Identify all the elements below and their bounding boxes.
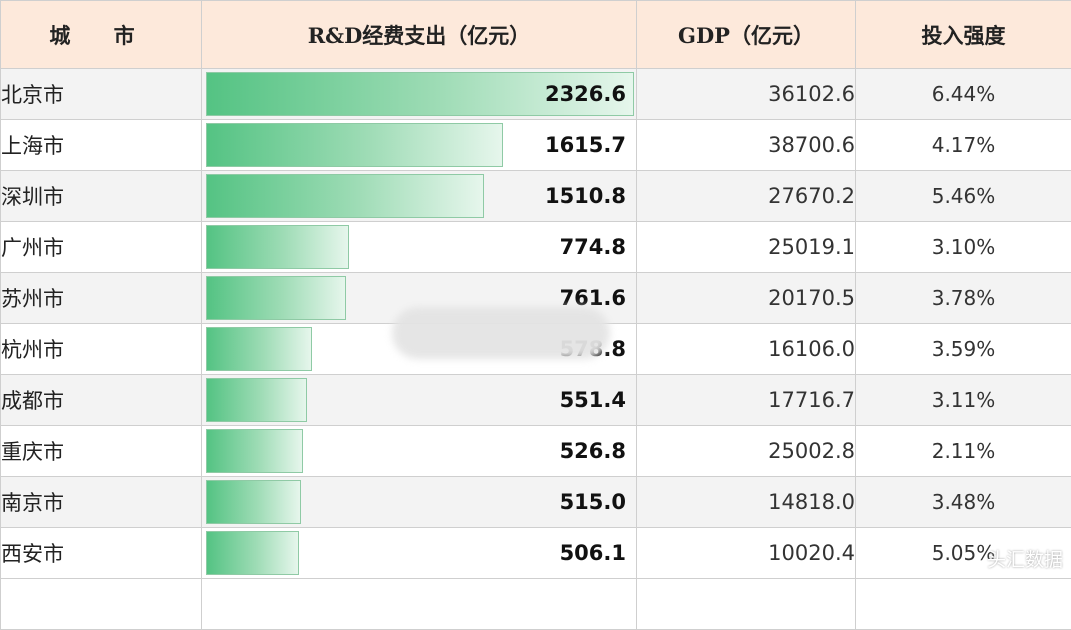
rd-value-label: 1615.7 (545, 120, 626, 170)
city-cell: 上海市 (1, 120, 202, 171)
watermark: 头汇数据 (987, 545, 1063, 572)
rd-bar (206, 276, 346, 320)
intensity-cell: 3.59% (856, 324, 1071, 375)
rd-cell: 1615.7 (202, 120, 637, 171)
rd-cell: 551.4 (202, 375, 637, 426)
intensity-cell: 3.10% (856, 222, 1071, 273)
gdp-cell: 38700.6 (637, 120, 856, 171)
city-cell: 广州市 (1, 222, 202, 273)
empty-cell (856, 579, 1071, 630)
rd-value-label: 2326.6 (545, 69, 626, 119)
empty-cell (202, 579, 637, 630)
rd-cell: 1510.8 (202, 171, 637, 222)
city-cell: 北京市 (1, 69, 202, 120)
rd-bar (206, 225, 349, 269)
rd-bar (206, 327, 312, 371)
rd-bar (206, 429, 303, 473)
city-cell: 深圳市 (1, 171, 202, 222)
city-cell: 重庆市 (1, 426, 202, 477)
rd-value-label: 526.8 (560, 426, 626, 476)
intensity-cell: 5.46% (856, 171, 1071, 222)
city-cell: 杭州市 (1, 324, 202, 375)
rd-cell: 2326.6 (202, 69, 637, 120)
rd-cell: 506.1 (202, 528, 637, 579)
rd-bar (206, 123, 503, 167)
header-rd: R&D经费支出（亿元） (202, 1, 637, 69)
blur-overlay (392, 307, 610, 359)
rd-bar (206, 174, 484, 218)
gdp-cell: 14818.0 (637, 477, 856, 528)
city-cell: 南京市 (1, 477, 202, 528)
table-row-partial (1, 579, 1071, 630)
rd-value-label: 515.0 (560, 477, 626, 527)
header-gdp: GDP（亿元） (637, 1, 856, 69)
rd-value-label: 506.1 (560, 528, 626, 578)
city-cell: 苏州市 (1, 273, 202, 324)
gdp-cell: 36102.6 (637, 69, 856, 120)
intensity-cell: 3.11% (856, 375, 1071, 426)
city-cell: 成都市 (1, 375, 202, 426)
header-city: 城 市 (1, 1, 202, 69)
rd-value-label: 774.8 (560, 222, 626, 272)
gdp-cell: 10020.4 (637, 528, 856, 579)
header-intensity: 投入强度 (856, 1, 1071, 69)
gdp-cell: 20170.5 (637, 273, 856, 324)
intensity-cell: 6.44% (856, 69, 1071, 120)
rd-cell: 515.0 (202, 477, 637, 528)
intensity-cell: 2.11% (856, 426, 1071, 477)
gdp-cell: 25002.8 (637, 426, 856, 477)
rd-value-label: 551.4 (560, 375, 626, 425)
empty-cell (1, 579, 202, 630)
gdp-cell: 27670.2 (637, 171, 856, 222)
city-cell: 西安市 (1, 528, 202, 579)
gdp-cell: 25019.1 (637, 222, 856, 273)
empty-cell (637, 579, 856, 630)
header-row: 城 市 R&D经费支出（亿元） GDP（亿元） 投入强度 (1, 1, 1071, 69)
rd-bar (206, 531, 299, 575)
rd-bar (206, 480, 301, 524)
intensity-cell: 3.78% (856, 273, 1071, 324)
rd-cell: 526.8 (202, 426, 637, 477)
rd-value-label: 1510.8 (545, 171, 626, 221)
intensity-cell: 3.48% (856, 477, 1071, 528)
gdp-cell: 17716.7 (637, 375, 856, 426)
intensity-cell: 4.17% (856, 120, 1071, 171)
gdp-cell: 16106.0 (637, 324, 856, 375)
rd-cell: 774.8 (202, 222, 637, 273)
rd-bar (206, 378, 307, 422)
